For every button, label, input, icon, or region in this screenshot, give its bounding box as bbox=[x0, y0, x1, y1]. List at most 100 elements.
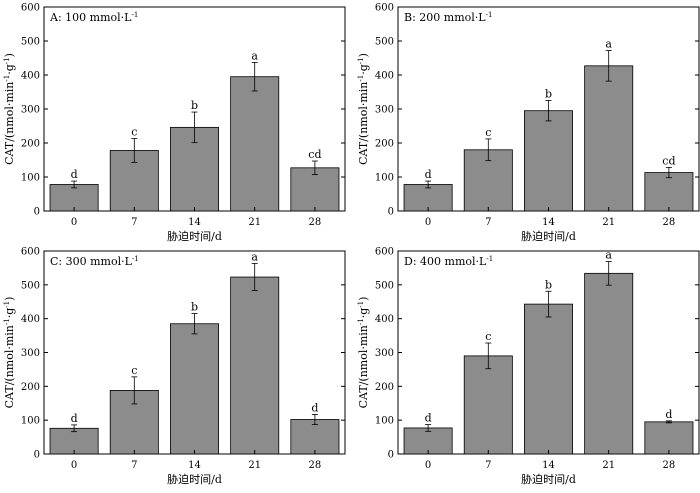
y-tick-label: 200 bbox=[375, 382, 394, 393]
y-tick-label: 500 bbox=[21, 37, 40, 48]
y-tick-label: 0 bbox=[34, 207, 40, 218]
significance-letter: cd bbox=[662, 154, 675, 167]
x-tick-label: 7 bbox=[131, 460, 137, 471]
y-tick-label: 200 bbox=[21, 382, 40, 393]
y-axis-label-end: ) bbox=[357, 53, 370, 57]
x-tick-label: 14 bbox=[188, 217, 201, 228]
significance-letter: b bbox=[545, 88, 552, 101]
significance-letter: c bbox=[131, 364, 137, 377]
y-axis-label-end: ) bbox=[357, 297, 370, 301]
panel-title: C: 300 mmol·L-1 bbox=[50, 255, 139, 268]
bar bbox=[524, 110, 573, 212]
bar bbox=[584, 65, 634, 212]
y-tick-label: 0 bbox=[388, 207, 394, 218]
panel-title: D: 400 mmol·L-1 bbox=[404, 255, 493, 268]
y-tick-label: 0 bbox=[34, 450, 40, 461]
y-tick-label: 400 bbox=[21, 71, 40, 82]
bar bbox=[644, 172, 694, 212]
significance-letter: c bbox=[131, 126, 137, 139]
panel-title-main: D: 400 mmol·L bbox=[404, 255, 487, 268]
bar bbox=[170, 323, 219, 455]
significance-letter: a bbox=[251, 251, 258, 264]
y-tick-label: 0 bbox=[388, 450, 394, 461]
y-tick-label: 500 bbox=[375, 280, 394, 291]
x-tick-label: 28 bbox=[309, 217, 322, 228]
significance-letter: a bbox=[605, 248, 612, 261]
chart-panel-0: 0 100 200 300 400 500 600 d 0 c 7 b 14 a 21 cd 28 A: 100 … bbox=[3, 3, 346, 243]
x-tick-label: 21 bbox=[602, 217, 615, 228]
y-tick-label: 100 bbox=[21, 173, 40, 184]
y-axis-label-sup: -1 bbox=[357, 301, 365, 308]
y-tick-label: 100 bbox=[375, 173, 394, 184]
significance-letter: b bbox=[191, 99, 198, 112]
x-tick-label: 28 bbox=[663, 217, 676, 228]
significance-letter: a bbox=[251, 49, 258, 62]
x-tick-label: 0 bbox=[71, 460, 77, 471]
y-tick-label: 500 bbox=[375, 37, 394, 48]
significance-letter: d bbox=[425, 168, 432, 181]
x-tick-label: 7 bbox=[485, 460, 491, 471]
panel-title: A: 100 mmol·L-1 bbox=[49, 11, 138, 24]
y-axis-label: CAT/(nmol·min-1·g-1) bbox=[357, 297, 370, 409]
x-tick-label: 21 bbox=[602, 460, 615, 471]
x-tick-label: 14 bbox=[542, 460, 555, 471]
significance-letter: d bbox=[71, 168, 78, 181]
x-tick-label: 0 bbox=[425, 460, 431, 471]
panel-title-main: B: 200 mmol·L bbox=[404, 11, 486, 24]
x-axis-label: 胁迫时间/d bbox=[521, 472, 576, 486]
y-axis-label-end: ) bbox=[3, 53, 16, 57]
y-axis-label-sup: -1 bbox=[3, 301, 11, 308]
panel-title-sup: -1 bbox=[486, 11, 493, 19]
y-axis-label-sup: -1 bbox=[3, 57, 11, 64]
significance-letter: d bbox=[425, 412, 432, 425]
y-tick-label: 100 bbox=[21, 416, 40, 427]
y-axis-label-sup: -1 bbox=[357, 318, 365, 325]
y-tick-label: 300 bbox=[375, 105, 394, 116]
y-axis-label-mid: ·g bbox=[357, 308, 370, 319]
significance-letter: c bbox=[485, 330, 491, 343]
chart-panel-3: 0 100 200 300 400 500 600 d 0 c 7 b 14 a 21 d 28 D: 400 m… bbox=[357, 247, 700, 486]
panel-title-main: A: 100 mmol·L bbox=[49, 11, 132, 24]
x-axis-label: 胁迫时间/d bbox=[167, 229, 222, 243]
bar bbox=[230, 276, 280, 455]
y-axis-label-sup: -1 bbox=[3, 318, 11, 325]
x-axis-label: 胁迫时间/d bbox=[167, 472, 222, 486]
significance-letter: d bbox=[665, 408, 672, 421]
y-tick-label: 200 bbox=[21, 139, 40, 150]
significance-letter: d bbox=[71, 412, 78, 425]
y-tick-label: 300 bbox=[21, 105, 40, 116]
y-axis-label: CAT/(nmol·min-1·g-1) bbox=[3, 53, 16, 165]
panel-title-sup: -1 bbox=[486, 255, 493, 263]
significance-letter: a bbox=[605, 38, 612, 51]
x-tick-label: 7 bbox=[485, 217, 491, 228]
y-axis-label-main: CAT/(nmol·min bbox=[357, 325, 370, 408]
bar bbox=[49, 184, 99, 212]
y-tick-label: 400 bbox=[21, 314, 40, 325]
y-tick-label: 600 bbox=[375, 247, 394, 258]
bar bbox=[463, 355, 513, 455]
chart-panel-1: 0 100 200 300 400 500 600 d 0 c 7 b 14 a 21 cd 28 B: 200 … bbox=[357, 3, 700, 243]
y-tick-label: 500 bbox=[21, 280, 40, 291]
x-axis-label: 胁迫时间/d bbox=[521, 229, 576, 243]
significance-letter: c bbox=[485, 126, 491, 139]
y-tick-label: 300 bbox=[21, 348, 40, 359]
bar bbox=[524, 303, 573, 455]
bar bbox=[403, 184, 453, 212]
bar bbox=[49, 427, 99, 455]
x-tick-label: 28 bbox=[663, 460, 676, 471]
bar bbox=[584, 272, 634, 455]
y-axis-label-main: CAT/(nmol·min bbox=[357, 82, 370, 165]
x-tick-label: 7 bbox=[131, 217, 137, 228]
bar bbox=[230, 76, 280, 212]
significance-letter: b bbox=[545, 278, 552, 291]
panel-title: B: 200 mmol·L-1 bbox=[404, 11, 492, 24]
x-tick-label: 0 bbox=[425, 217, 431, 228]
y-axis-label: CAT/(nmol·min-1·g-1) bbox=[357, 53, 370, 165]
x-tick-label: 14 bbox=[542, 217, 555, 228]
chart-panel-2: 0 100 200 300 400 500 600 d 0 c 7 b 14 a 21 d 28 C: 300 m… bbox=[3, 247, 346, 486]
x-tick-label: 0 bbox=[71, 217, 77, 228]
y-tick-label: 600 bbox=[375, 3, 394, 14]
y-tick-label: 400 bbox=[375, 71, 394, 82]
y-axis-label-main: CAT/(nmol·min bbox=[3, 82, 16, 165]
